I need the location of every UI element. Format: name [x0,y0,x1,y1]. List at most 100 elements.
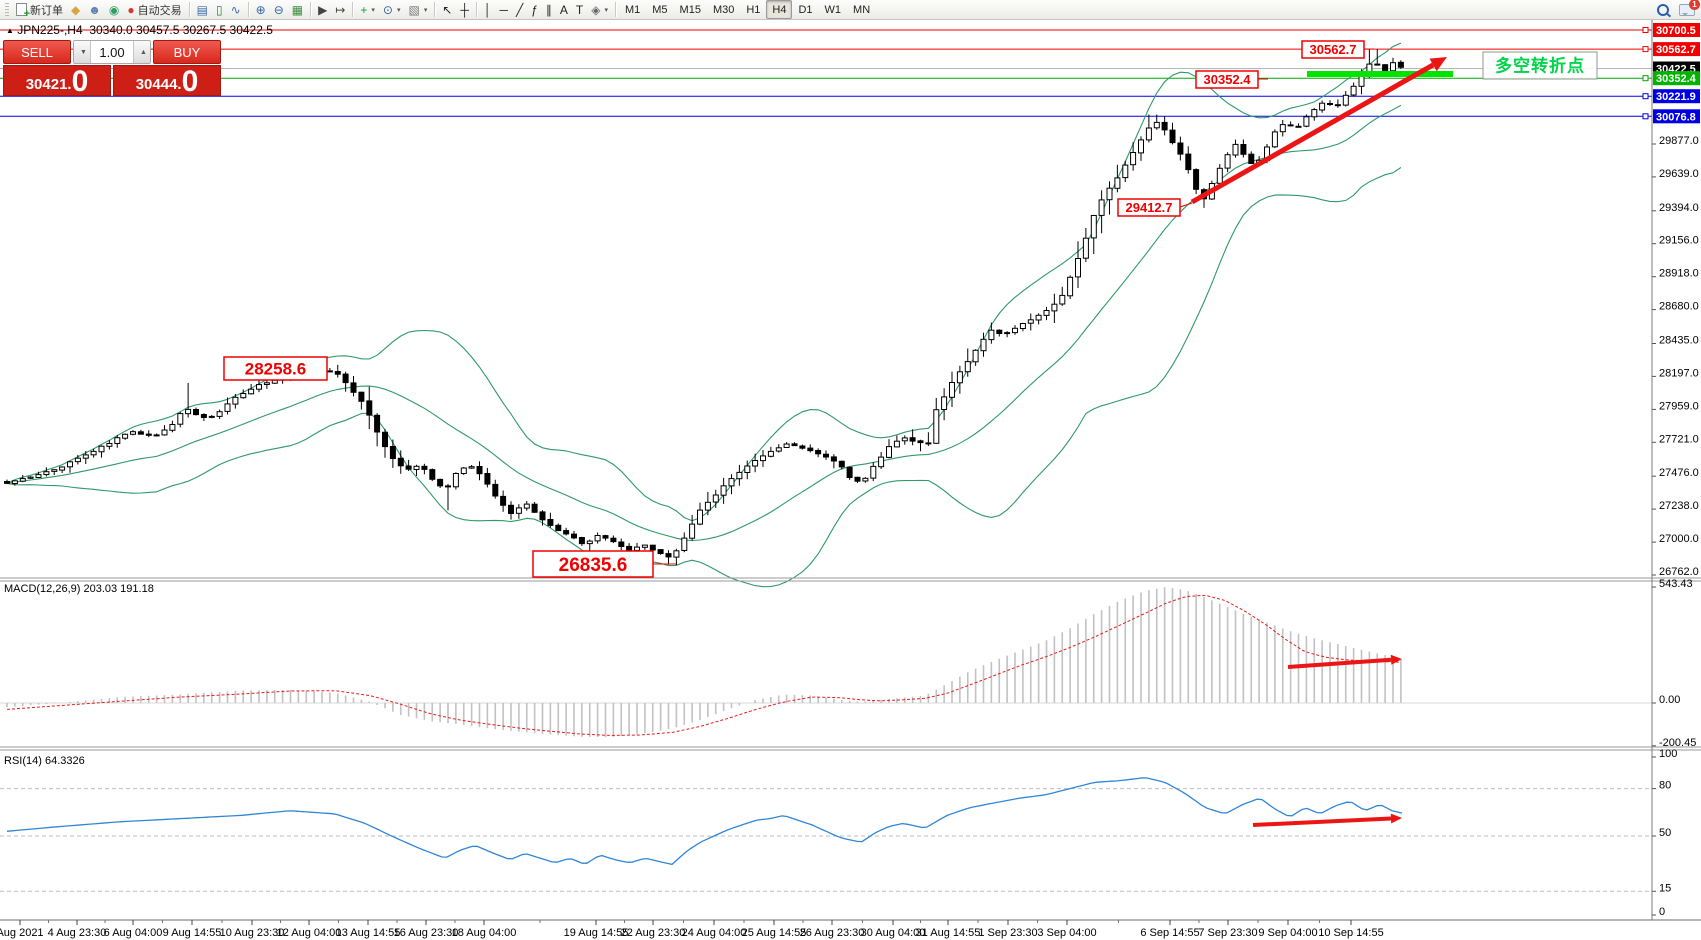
date-label: 16 Aug 23:30 [394,927,459,939]
svg-text:29412.7: 29412.7 [1126,200,1173,215]
svg-text:26762.0: 26762.0 [1659,566,1699,578]
timeframe-h4-button[interactable]: H4 [766,0,793,19]
auto-scroll-button[interactable]: ▶ [314,0,331,20]
timeframe-m15-button[interactable]: M15 [679,3,701,16]
svg-text:80: 80 [1659,780,1671,792]
channel-button-icon: ∥ [545,2,552,17]
autotrading-button-icon: ● [127,2,135,17]
date-label: Aug 2021 [0,927,44,939]
chart-shift-button[interactable]: ↦ [331,0,349,20]
arrow-head-icon [1390,654,1402,665]
line-chart-button[interactable]: ∿ [227,0,245,20]
shapes-menu-button[interactable]: ◈ ▾ [587,0,612,20]
sell-price[interactable]: 30421. 0 [3,65,111,96]
svg-text:30562.7: 30562.7 [1310,42,1357,57]
candlesticks [4,49,1404,565]
macd-indicator-label: MACD(12,26,9) 203.03 191.18 [4,583,154,595]
volume-increase-button[interactable]: ▲ [133,41,150,63]
auto-scroll-button-icon: ▶ [318,2,328,17]
price-tag [1653,89,1700,104]
volume-decrease-button[interactable]: ▼ [74,41,91,63]
volume-input[interactable] [91,41,133,63]
date-label: 22 Aug 23:30 [621,927,686,939]
timeframe-h1-button[interactable]: H1 [746,3,761,16]
timeframe-m5-button[interactable]: M5 [652,3,668,16]
search-icon[interactable] [1657,3,1669,16]
timeframe-m30-button[interactable]: M30 [712,3,735,16]
svg-text:27476.0: 27476.0 [1659,467,1699,479]
zoom-in-button[interactable]: ⊕ [252,0,270,20]
sell-price-big: 0 [71,65,89,96]
horizontal-line-button-icon: ─ [499,2,508,17]
sell-price-small: 30421 [25,75,68,93]
candlestick-chart-button-icon: ▯ [215,2,223,17]
sell-button[interactable]: SELL [3,40,71,64]
price-tag [1653,42,1700,57]
text-label-button[interactable]: T [572,0,587,20]
autotrading-button-label: 自动交易 [137,4,182,17]
annotation-price-label [1117,198,1181,217]
notifications-icon[interactable]: 1 [1679,0,1700,16]
new-order-button[interactable]: 新订单 [12,0,67,20]
trendline-button[interactable]: ╱ [512,0,527,20]
pane-frames [0,20,1701,921]
rsi-pane [0,777,1652,892]
timeframe-d1-button[interactable]: D1 [798,3,813,16]
timeframe-w1-button[interactable]: W1 [824,3,842,16]
svg-text:29639.0: 29639.0 [1659,168,1699,180]
timeframe-mn-button[interactable]: MN [853,3,871,16]
svg-text:30700.5: 30700.5 [1656,25,1696,37]
profile-icon-button[interactable]: ☻ [84,0,105,20]
candlestick-chart-button[interactable]: ▯ [212,0,227,20]
svg-text:100: 100 [1659,748,1677,760]
price-tags: 30700.530562.730422.530352.430221.930076… [1642,23,1700,124]
bar-chart-button[interactable]: ▤ [193,0,212,20]
text-button[interactable]: A [556,0,572,20]
svg-text:50: 50 [1659,827,1671,839]
tile-windows-button[interactable]: ▦ [288,0,307,20]
toolbar-right-icons: 1 [1657,0,1700,16]
autotrading-button[interactable]: ● 自动交易 [123,0,185,20]
channel-button[interactable]: ∥ [542,0,556,20]
horizontal-line-button[interactable]: ─ [495,0,512,20]
bollinger-lower-band [6,167,1402,588]
ohlc-open: 30340.0 [89,23,133,37]
toolbar-separator [310,2,312,17]
shapes-menu-button-icon: ◈ [591,2,601,17]
sell-price-dot: . [67,75,72,93]
svg-text:29156.0: 29156.0 [1659,235,1699,247]
svg-text:-200.45: -200.45 [1659,737,1696,749]
buy-button[interactable]: BUY [153,40,221,64]
date-label: 12 Aug 04:00 [277,927,342,939]
date-label: 6 Aug 04:00 [104,927,163,939]
crosshair-button-icon: ┼ [460,2,469,17]
fibonacci-button[interactable]: ƒ [527,0,542,20]
zoom-out-button[interactable]: ⊖ [270,0,288,20]
toolbar-separator [352,2,354,17]
svg-text:30352.4: 30352.4 [1656,73,1697,85]
templates-menu-button[interactable]: ▧ ▾ [405,0,432,20]
direction-up-icon: ▲ [6,26,14,35]
trend-arrow [1190,62,1435,205]
buy-price-dot: . [177,75,182,93]
ohlc-close: 30422.5 [229,23,273,37]
notification-badge: 1 [1689,0,1700,10]
indicators-menu-button[interactable]: + ▾ [356,0,379,20]
alerts-icon-button[interactable]: ◉ [105,0,123,20]
profile-icon-button-icon: ☻ [88,2,101,17]
timeframe-m1-button[interactable]: M1 [624,3,641,16]
periods-menu-button[interactable]: ⊙ ▾ [379,0,405,20]
date-label: 30 Aug 04:00 [861,927,926,939]
arrow-head-icon [1429,57,1447,72]
buy-price[interactable]: 30444. 0 [113,65,221,96]
cursor-button[interactable]: ↖ [438,0,456,20]
crosshair-button[interactable]: ┼ [456,0,473,20]
chevron-down-icon: ▾ [604,6,608,14]
date-label: 24 Aug 04:00 [682,927,747,939]
svg-text:27959.0: 27959.0 [1659,400,1699,412]
svg-text:15: 15 [1659,882,1671,894]
styler-icon-button[interactable]: ◆ [67,0,84,20]
vertical-line-button-icon: │ [483,2,492,17]
vertical-line-button[interactable]: │ [480,0,496,20]
